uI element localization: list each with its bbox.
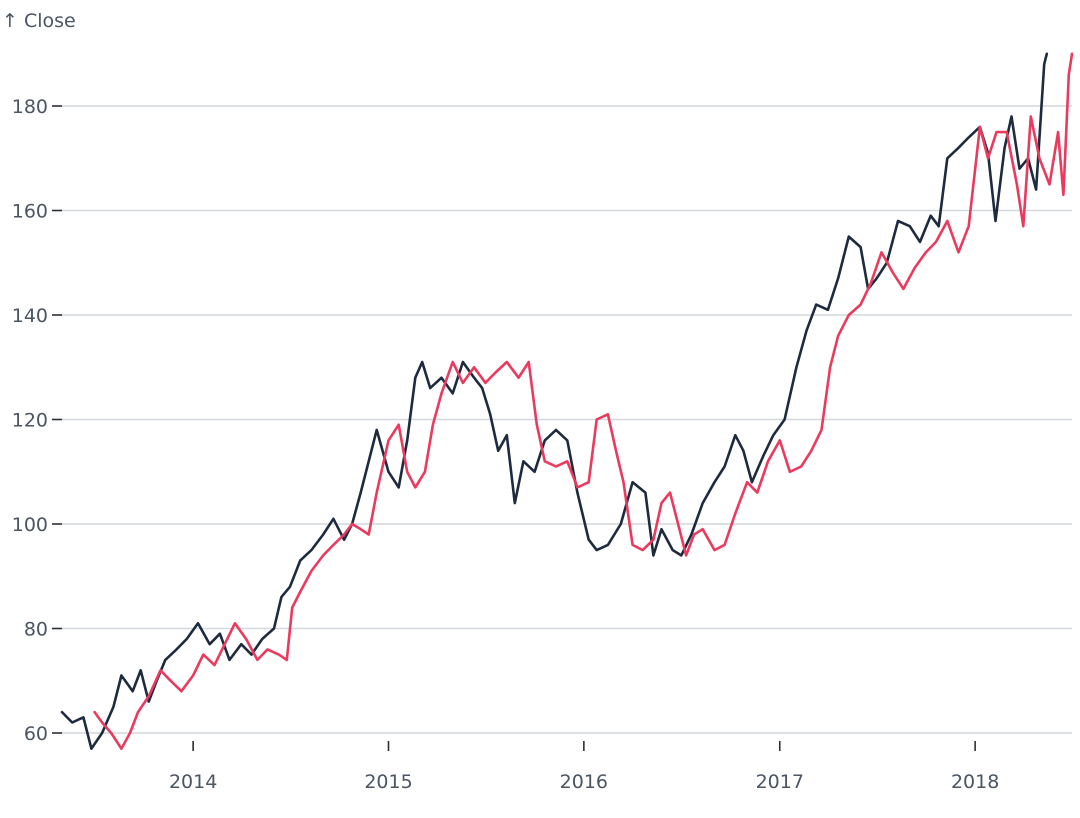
- y-axis: 60 80 100 120 140 160 180: [12, 96, 62, 745]
- x-tick-label: 2016: [560, 771, 608, 793]
- y-tick-label: 160: [12, 201, 48, 223]
- y-tick-label: 140: [12, 305, 48, 327]
- y-tick-label: 60: [24, 723, 48, 745]
- x-tick-label: 2017: [756, 771, 804, 793]
- y-tick-label: 100: [12, 514, 48, 536]
- series-group: [60, 52, 1074, 750]
- series-line-1: [60, 52, 1049, 750]
- y-axis-title: ↑ Close: [2, 10, 76, 32]
- x-axis: 2014 2015 2016 2017 2018: [169, 741, 999, 793]
- y-tick-label: 80: [24, 619, 48, 641]
- grid: [62, 105, 1072, 734]
- x-tick-label: 2015: [364, 771, 412, 793]
- series-line-2: [93, 52, 1074, 750]
- y-tick-label: 180: [12, 96, 48, 118]
- x-tick-label: 2014: [169, 771, 217, 793]
- x-tick-label: 2018: [951, 771, 999, 793]
- y-tick-label: 120: [12, 410, 48, 432]
